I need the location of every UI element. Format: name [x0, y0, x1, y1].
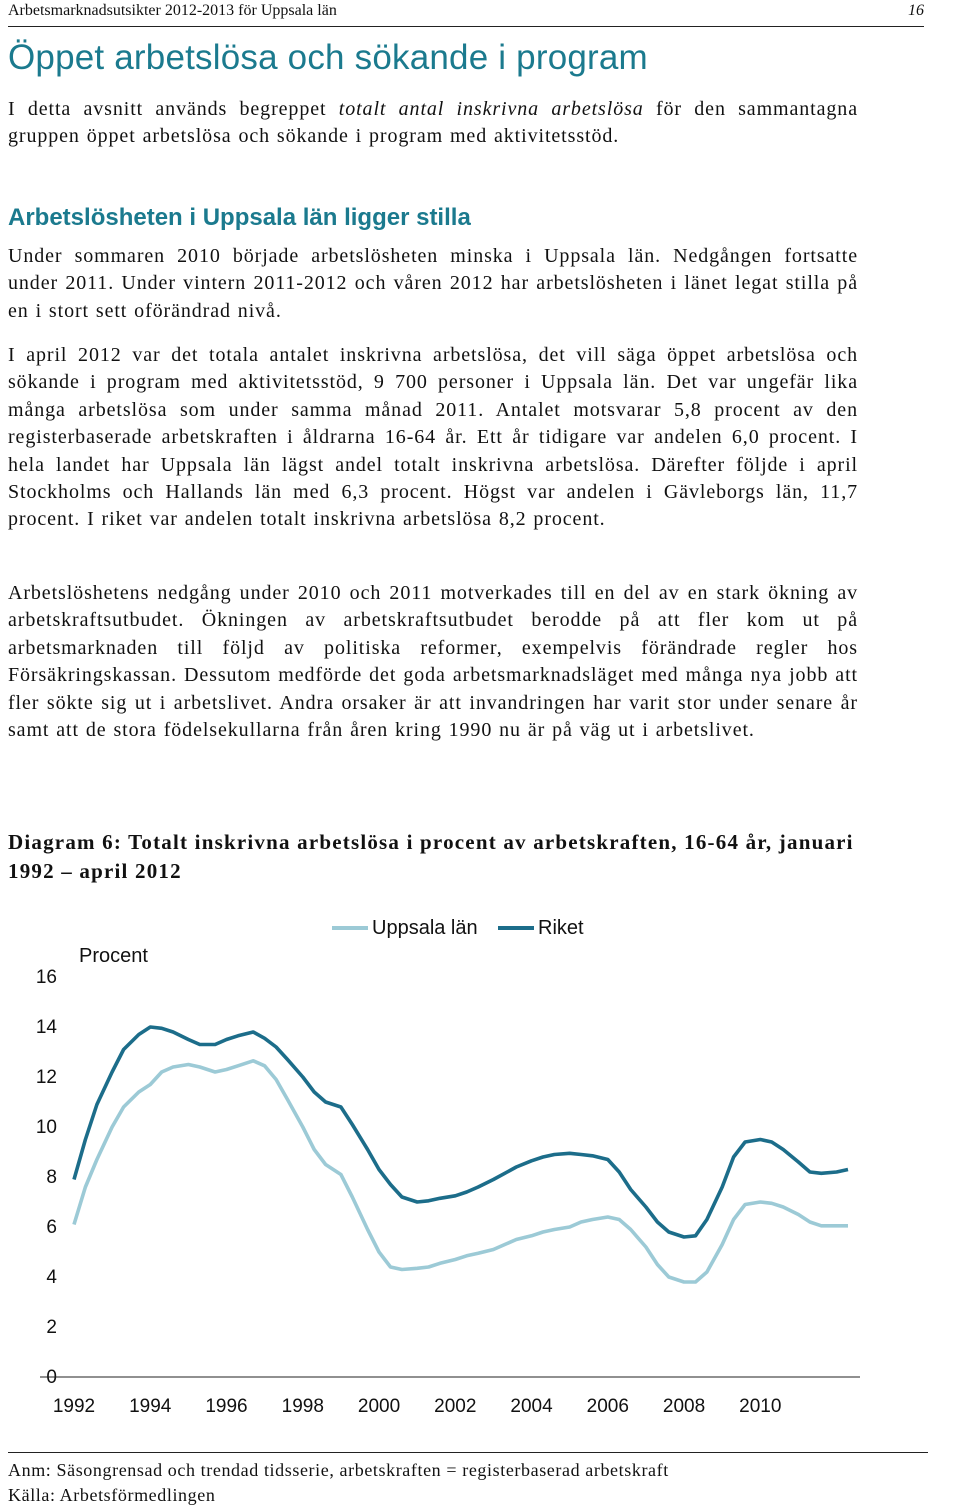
y-tick-label: 4: [46, 1267, 57, 1288]
x-tick-label: 1992: [53, 1396, 95, 1417]
running-header: Arbetsmarknadsutsikter 2012-2013 för Upp…: [8, 0, 924, 27]
x-tick-label: 2000: [358, 1396, 400, 1417]
x-tick-label: 1996: [205, 1396, 247, 1417]
legend-label: Uppsala län: [372, 917, 478, 939]
y-axis-label: Procent: [79, 945, 148, 967]
x-tick-label: 1994: [129, 1396, 172, 1417]
paragraph-1: Under sommaren 2010 började arbetslöshet…: [8, 245, 858, 322]
y-tick-label: 16: [36, 967, 57, 988]
footnote-divider: [8, 1452, 928, 1453]
section-heading: Arbetslösheten i Uppsala län ligger stil…: [8, 204, 471, 231]
series-line: [72, 1025, 849, 1239]
chart-source: Källa: Arbetsförmedlingen: [8, 1485, 216, 1505]
y-tick-label: 8: [46, 1167, 57, 1188]
y-tick-label: 2: [46, 1317, 57, 1338]
intro-text-start: I detta avsnitt används begreppet: [8, 98, 339, 120]
x-tick-label: 2006: [587, 1396, 629, 1417]
y-tick-label: 6: [46, 1217, 57, 1238]
intro-paragraph: I detta avsnitt används begreppet totalt…: [8, 96, 858, 151]
page-title: Öppet arbetslösa och sökande i program: [8, 38, 648, 77]
x-tick-label: 1998: [282, 1396, 324, 1417]
intro-emphasis: totalt antal inskrivna arbetslösa: [338, 98, 644, 120]
paragraph-3: Arbetslöshetens nedgång under 2010 och 2…: [8, 582, 858, 742]
legend-label: Riket: [538, 917, 584, 939]
x-axis-ticks: 1992 1994 1996 1998 2000 2002 2004 2006 2008 2010: [53, 1396, 782, 1417]
diagram-title: Diagram 6: Totalt inskrivna arbetslösa i…: [8, 830, 854, 883]
page-number: 16: [908, 2, 924, 19]
chart-note: Anm: Säsongrensad och trendad tidsserie,…: [8, 1460, 669, 1480]
x-tick-label: 2010: [739, 1396, 781, 1417]
y-tick-label: 10: [36, 1117, 57, 1138]
x-tick-label: 2008: [663, 1396, 705, 1417]
series-line: [72, 1059, 848, 1284]
x-tick-label: 2002: [434, 1396, 476, 1417]
paragraph-2: I april 2012 var det totala antalet insk…: [8, 344, 858, 531]
chart-series: [72, 1025, 849, 1284]
x-tick-label: 2004: [510, 1396, 553, 1417]
chart-legend: Uppsala län Riket: [332, 917, 584, 939]
report-title: Arbetsmarknadsutsikter 2012-2013 för Upp…: [8, 2, 337, 19]
intro-text-end: för den sammantagna gruppen öppet arbets…: [8, 98, 858, 148]
y-tick-label: 14: [36, 1017, 58, 1038]
y-tick-label: 12: [36, 1067, 57, 1088]
